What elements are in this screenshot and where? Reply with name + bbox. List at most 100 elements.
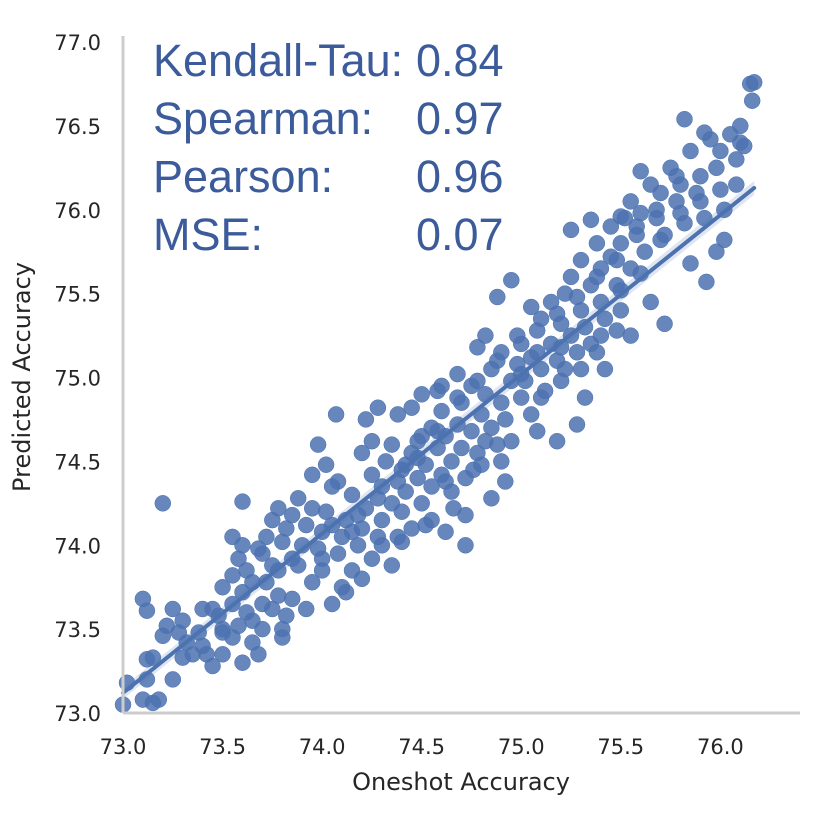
data-point [612, 302, 630, 319]
data-point [297, 516, 315, 534]
data-point [745, 74, 763, 91]
data-point [174, 649, 191, 666]
data-point [602, 218, 620, 235]
data-point [532, 389, 550, 406]
data-point [572, 251, 590, 269]
data-point [522, 406, 540, 423]
data-point [429, 382, 446, 400]
data-point [469, 339, 486, 356]
data-point [656, 315, 673, 333]
data-point [383, 557, 401, 574]
data-point [632, 162, 649, 180]
stat-label: Pearson: [153, 151, 333, 202]
data-point [363, 466, 381, 484]
data-point [278, 607, 295, 624]
stat-value: 0.97 [416, 93, 504, 144]
data-point [652, 184, 669, 202]
x-tick-label: 73.5 [199, 735, 246, 759]
data-point [676, 110, 693, 128]
y-tick-label: 77.0 [54, 31, 101, 55]
data-point [283, 590, 301, 608]
data-point [562, 268, 580, 286]
data-point [588, 344, 606, 361]
data-point [204, 657, 221, 675]
data-point [532, 310, 550, 328]
data-point [453, 439, 470, 457]
x-tick-labels: 73.0 73.5 74.0 74.5 75.0 75.5 76.0 [100, 735, 744, 759]
data-point [164, 671, 182, 688]
stat-value: 0.07 [416, 209, 504, 260]
data-point [303, 573, 321, 591]
data-point [250, 646, 267, 663]
y-tick-label: 75.0 [54, 367, 101, 391]
data-point [194, 600, 211, 618]
data-point [712, 142, 729, 160]
stat-label: MSE: [153, 209, 263, 260]
data-point [728, 151, 745, 168]
data-point [214, 624, 231, 641]
data-point [716, 231, 733, 249]
data-point [576, 389, 594, 406]
data-point [254, 620, 271, 638]
y-tick-label: 73.5 [54, 618, 101, 642]
data-point [303, 466, 321, 484]
data-point [343, 486, 361, 504]
data-point [353, 444, 371, 462]
data-point [297, 600, 315, 618]
data-point [636, 243, 653, 260]
data-point [463, 422, 480, 440]
data-point [409, 432, 426, 450]
data-point [696, 124, 713, 141]
data-point [568, 288, 586, 306]
data-point [327, 406, 345, 423]
stat-value: 0.84 [416, 35, 504, 86]
data-point [483, 490, 500, 507]
data-point [403, 520, 420, 537]
data-point [433, 402, 450, 420]
data-point [509, 327, 526, 344]
data-point [728, 176, 745, 193]
data-point [712, 181, 729, 198]
data-point [353, 570, 371, 588]
data-point [568, 416, 586, 433]
data-point [512, 389, 530, 406]
data-point [596, 310, 614, 328]
data-point [477, 327, 494, 344]
data-point [449, 389, 466, 406]
data-point [343, 523, 361, 541]
points-layer [114, 74, 763, 713]
data-point [692, 167, 709, 185]
data-point [283, 506, 301, 524]
data-point [528, 422, 546, 440]
data-point [303, 500, 321, 517]
data-point [373, 537, 391, 554]
data-point [258, 528, 275, 546]
data-point [393, 503, 411, 520]
data-point [672, 204, 689, 222]
x-axis-title: Oneshot Accuracy [352, 768, 570, 796]
data-point [608, 322, 626, 339]
data-point [403, 399, 420, 416]
data-point [234, 493, 251, 510]
data-point [612, 235, 630, 252]
data-point [692, 193, 709, 210]
stats-annotation: Kendall-Tau: 0.84 Spearman: 0.97 Pearson: 0.9… [153, 35, 504, 260]
data-point [323, 595, 341, 613]
data-point [230, 617, 247, 635]
data-point [708, 159, 725, 177]
data-point [548, 305, 566, 323]
data-point [224, 567, 241, 584]
data-point [154, 495, 172, 512]
data-point [562, 221, 580, 239]
data-point [214, 578, 231, 596]
data-point [489, 288, 506, 306]
data-point [503, 432, 520, 450]
data-point [270, 500, 287, 517]
data-point [289, 490, 307, 507]
y-tick-label: 76.0 [54, 199, 101, 223]
data-point [652, 231, 669, 249]
data-point [469, 372, 486, 390]
data-point [698, 273, 715, 291]
data-point [596, 360, 614, 378]
regression-layer [121, 180, 757, 699]
